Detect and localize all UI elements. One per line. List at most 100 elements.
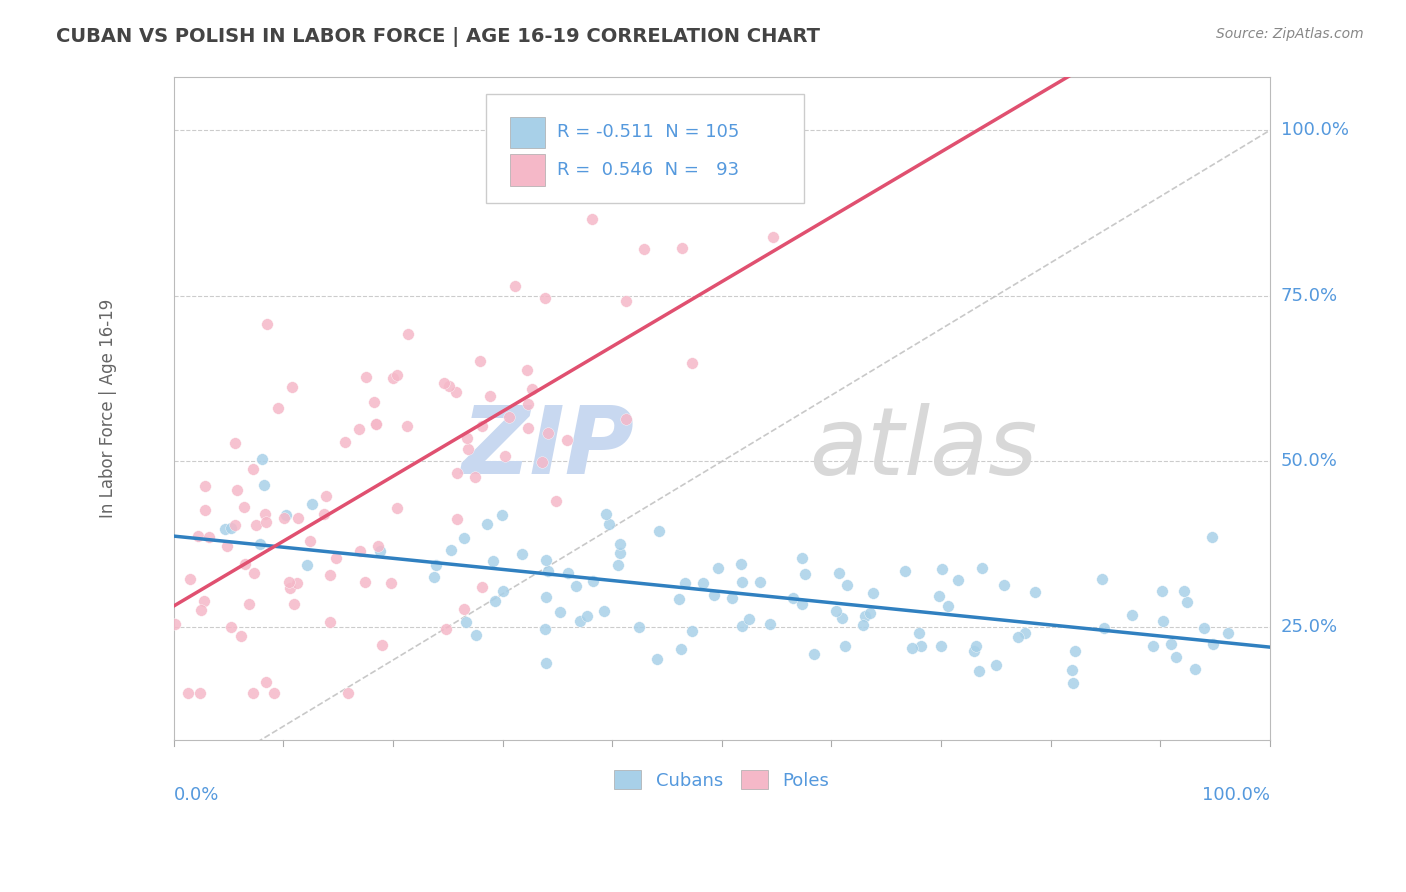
Point xyxy=(894,564,917,578)
Point xyxy=(616,412,638,426)
Point xyxy=(782,591,804,605)
Text: Source: ZipAtlas.com: Source: ZipAtlas.com xyxy=(1216,27,1364,41)
Point xyxy=(721,591,744,606)
Point xyxy=(190,603,212,617)
Point xyxy=(475,517,498,532)
Point xyxy=(616,120,638,135)
Text: R =  0.546  N =   93: R = 0.546 N = 93 xyxy=(557,161,740,179)
Point xyxy=(1152,615,1174,629)
Point xyxy=(671,241,693,255)
Point xyxy=(681,624,703,638)
Point xyxy=(1064,644,1087,658)
Point xyxy=(354,370,377,384)
Point xyxy=(910,639,932,653)
Point xyxy=(557,566,579,581)
Point xyxy=(1142,639,1164,653)
Point xyxy=(520,382,543,396)
Point xyxy=(749,574,772,589)
Point xyxy=(347,422,370,436)
Point xyxy=(319,615,342,629)
Text: 50.0%: 50.0% xyxy=(1281,452,1337,470)
Point xyxy=(179,572,201,586)
Point xyxy=(628,619,651,633)
Point xyxy=(738,612,761,626)
Point xyxy=(457,442,479,456)
Point xyxy=(439,379,461,393)
Point xyxy=(986,657,1008,672)
Point xyxy=(325,551,347,566)
Point xyxy=(423,570,446,584)
Point xyxy=(534,622,557,636)
Point xyxy=(645,651,668,665)
FancyBboxPatch shape xyxy=(486,94,804,203)
Point xyxy=(336,686,359,700)
Point xyxy=(1121,607,1143,622)
Point xyxy=(177,686,200,700)
Point xyxy=(471,418,494,433)
Point xyxy=(446,466,468,480)
Point xyxy=(633,243,655,257)
Point xyxy=(759,617,782,632)
Point xyxy=(482,554,505,568)
Point xyxy=(681,356,703,370)
Point xyxy=(852,618,875,632)
Point xyxy=(790,597,813,611)
Point xyxy=(834,639,856,653)
Point xyxy=(295,558,318,573)
Point xyxy=(194,479,217,493)
Point xyxy=(318,568,340,582)
Point xyxy=(446,512,468,526)
Point xyxy=(555,433,578,447)
Point xyxy=(730,575,752,590)
Point xyxy=(315,489,337,503)
Point xyxy=(970,561,993,575)
Point xyxy=(233,557,256,571)
Point xyxy=(793,566,815,581)
Point xyxy=(193,594,215,608)
Point xyxy=(595,507,617,521)
Text: R = -0.511  N = 105: R = -0.511 N = 105 xyxy=(557,123,740,142)
Point xyxy=(273,510,295,524)
Point xyxy=(703,588,725,602)
Point xyxy=(280,380,302,394)
Point xyxy=(668,591,690,606)
Point xyxy=(238,598,260,612)
Point xyxy=(517,397,540,411)
Point xyxy=(274,508,297,523)
Point xyxy=(1152,583,1174,598)
Point xyxy=(366,417,388,431)
Point xyxy=(534,291,557,305)
Point xyxy=(908,625,931,640)
Point xyxy=(536,591,558,605)
Point xyxy=(470,353,492,368)
Point xyxy=(198,530,221,544)
Point xyxy=(187,529,209,543)
Point xyxy=(380,576,402,591)
Point xyxy=(256,318,278,332)
Point xyxy=(962,644,984,658)
Point xyxy=(1060,664,1083,678)
Point xyxy=(434,623,457,637)
Point xyxy=(1184,662,1206,676)
Text: CUBAN VS POLISH IN LABOR FORCE | AGE 16-19 CORRELATION CHART: CUBAN VS POLISH IN LABOR FORCE | AGE 16-… xyxy=(56,27,820,46)
Point xyxy=(283,597,305,611)
Point xyxy=(287,510,309,524)
Point xyxy=(803,647,825,661)
Point xyxy=(382,371,405,385)
Point xyxy=(901,641,924,656)
Point xyxy=(433,376,456,391)
Point xyxy=(396,327,419,342)
Point xyxy=(928,589,950,603)
Point xyxy=(1173,584,1195,599)
Point xyxy=(503,279,526,293)
Point xyxy=(249,537,271,551)
Point xyxy=(565,579,588,593)
Point xyxy=(491,508,513,522)
Point xyxy=(233,500,256,514)
Point xyxy=(1092,621,1115,635)
Point xyxy=(534,656,557,670)
Point xyxy=(214,522,236,536)
Point xyxy=(606,558,628,573)
Point xyxy=(465,627,488,641)
Point xyxy=(530,455,553,469)
